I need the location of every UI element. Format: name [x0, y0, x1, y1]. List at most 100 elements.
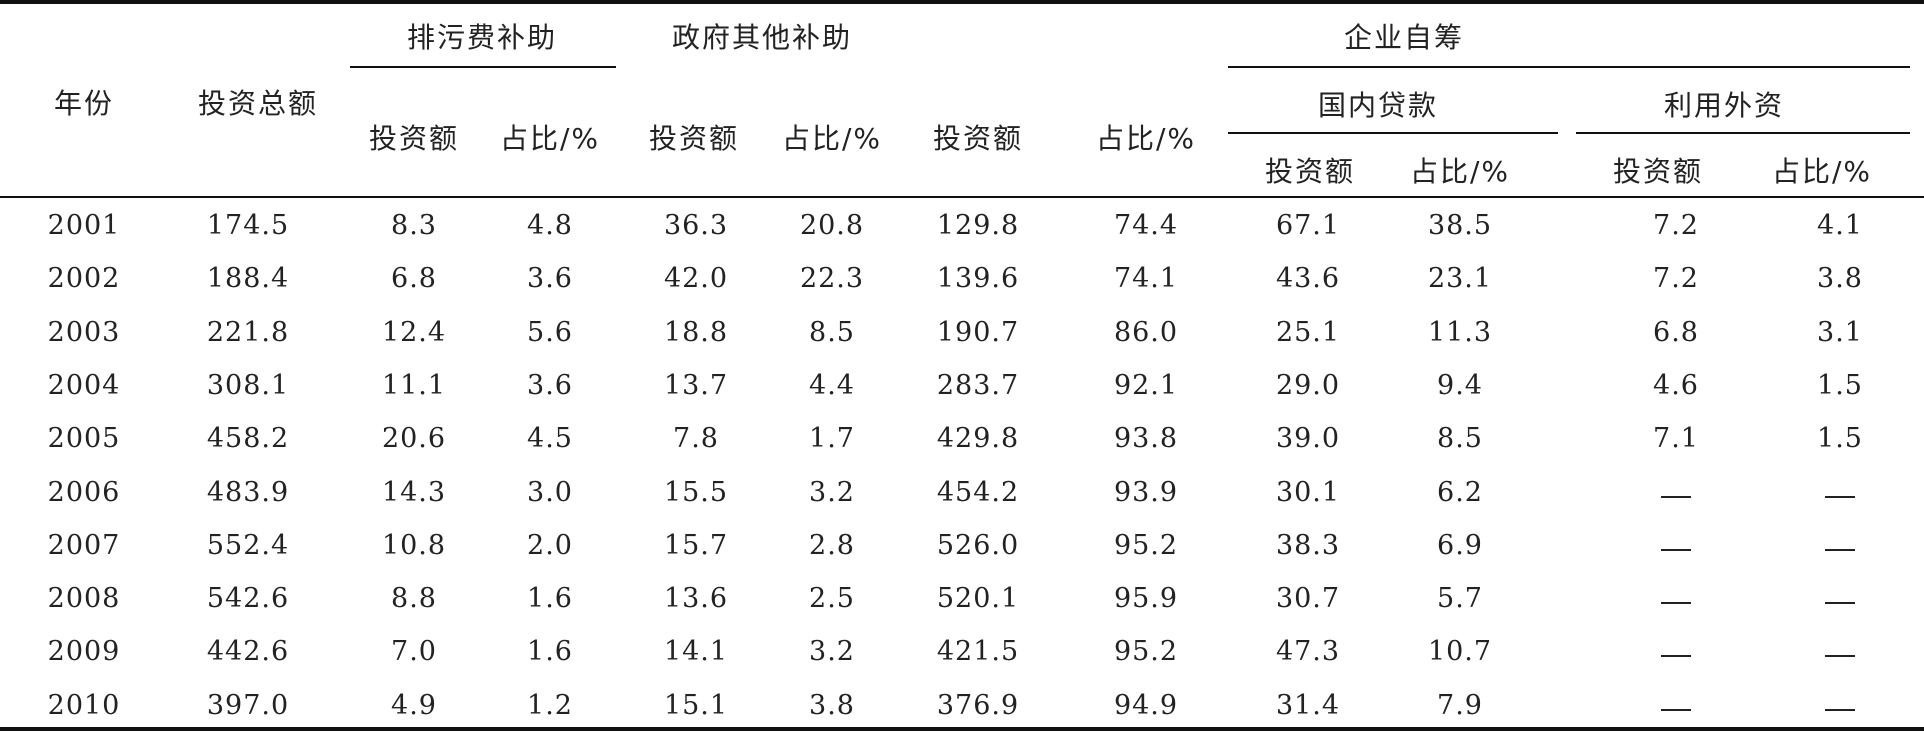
header-fc-amount: 投资额 [1612, 155, 1704, 188]
cell-sf_amt: 14.3 [381, 476, 447, 508]
cell-go_amt: 15.5 [663, 476, 729, 508]
cell-en_amt: 526.0 [936, 529, 1020, 561]
cell-dash-fc_pct [1825, 708, 1855, 711]
cell-go_amt: 13.6 [663, 583, 729, 615]
cell-en_amt: 129.8 [936, 210, 1020, 241]
domestic-loans-group-rule [1228, 132, 1558, 134]
cell-dash-fc_amt [1661, 708, 1691, 711]
cell-en_amt: 376.9 [936, 689, 1020, 721]
header-en-amount: 投资额 [932, 122, 1024, 155]
cell-year: 2002 [47, 263, 121, 295]
cell-en_pct: 95.9 [1113, 583, 1179, 615]
cell-sf_amt: 8.8 [391, 583, 437, 615]
cell-go_pct: 22.3 [799, 263, 865, 295]
cell-dl_pct: 38.5 [1427, 210, 1493, 241]
cell-fc_pct: 1.5 [1817, 423, 1863, 455]
cell-go_pct: 3.2 [809, 636, 855, 668]
cell-dl_amt: 30.7 [1275, 583, 1341, 615]
cell-en_pct: 93.9 [1113, 476, 1179, 508]
cell-sf_pct: 1.6 [527, 636, 573, 668]
cell-sf_pct: 4.8 [527, 210, 573, 241]
cell-year: 2008 [47, 583, 121, 615]
cell-go_pct: 2.5 [809, 583, 855, 615]
cell-dash-fc_pct [1825, 602, 1855, 605]
cell-sf_amt: 6.8 [391, 263, 437, 295]
cell-total: 308.1 [206, 369, 290, 401]
enterprise-group-rule [1228, 66, 1910, 68]
cell-fc_pct: 4.1 [1817, 210, 1863, 241]
foreign-capital-group-rule [1576, 132, 1910, 134]
cell-dl_pct: 7.9 [1437, 689, 1483, 721]
cell-go_pct: 20.8 [799, 210, 865, 241]
cell-total: 174.5 [206, 210, 290, 241]
cell-total: 552.4 [206, 529, 290, 561]
cell-dl_amt: 43.6 [1275, 263, 1341, 295]
cell-dl_pct: 8.5 [1437, 423, 1483, 455]
cell-en_pct: 93.8 [1113, 423, 1179, 455]
cell-dl_amt: 30.1 [1275, 476, 1341, 508]
cell-fc_amt: 7.1 [1653, 423, 1699, 455]
cell-year: 2001 [47, 210, 121, 241]
cell-go_pct: 8.5 [809, 316, 855, 348]
cell-sf_amt: 7.0 [391, 636, 437, 668]
cell-en_amt: 520.1 [936, 583, 1020, 615]
cell-dl_amt: 31.4 [1275, 689, 1341, 721]
cell-en_amt: 454.2 [936, 476, 1020, 508]
cell-go_amt: 36.3 [663, 210, 729, 241]
cell-sf_amt: 10.8 [381, 529, 447, 561]
header-gov-other: 政府其他补助 [671, 21, 853, 54]
cell-total: 442.6 [206, 636, 290, 668]
sewage-fee-group-rule [350, 66, 616, 68]
cell-go_pct: 4.4 [809, 369, 855, 401]
cell-sf_amt: 4.9 [391, 689, 437, 721]
header-dl-amount: 投资额 [1264, 155, 1356, 188]
cell-en_pct: 92.1 [1113, 369, 1179, 401]
cell-dl_pct: 10.7 [1427, 636, 1493, 668]
cell-go_amt: 42.0 [663, 263, 729, 295]
header-year: 年份 [53, 87, 115, 120]
cell-dl_amt: 39.0 [1275, 423, 1341, 455]
bottom-rule [0, 727, 1924, 731]
cell-dl_pct: 6.2 [1437, 476, 1483, 508]
header-sewage-fee: 排污费补助 [406, 21, 558, 54]
top-rule [0, 0, 1924, 4]
cell-en_amt: 429.8 [936, 423, 1020, 455]
cell-year: 2010 [47, 689, 121, 721]
header-domestic-loans: 国内贷款 [1317, 89, 1439, 122]
cell-dl_amt: 67.1 [1275, 210, 1341, 241]
cell-year: 2006 [47, 476, 121, 508]
header-total: 投资总额 [197, 87, 319, 120]
cell-en_pct: 95.2 [1113, 636, 1179, 668]
cell-total: 483.9 [206, 476, 290, 508]
cell-year: 2009 [47, 636, 121, 668]
cell-dash-fc_pct [1825, 495, 1855, 498]
cell-dash-fc_amt [1661, 548, 1691, 551]
cell-sf_amt: 11.1 [381, 369, 447, 401]
cell-go_amt: 18.8 [663, 316, 729, 348]
header-enterprise: 企业自筹 [1343, 21, 1465, 54]
cell-sf_pct: 5.6 [527, 316, 573, 348]
cell-go_pct: 1.7 [809, 423, 855, 455]
cell-dl_amt: 38.3 [1275, 529, 1341, 561]
cell-dash-fc_amt [1661, 655, 1691, 658]
cell-total: 221.8 [206, 316, 290, 348]
header-foreign-capital: 利用外资 [1663, 89, 1785, 122]
cell-dash-fc_amt [1661, 495, 1691, 498]
cell-en_amt: 421.5 [936, 636, 1020, 668]
cell-en_pct: 86.0 [1113, 316, 1179, 348]
cell-go_pct: 2.8 [809, 529, 855, 561]
cell-fc_pct: 3.8 [1817, 263, 1863, 295]
header-go-amount: 投资额 [648, 122, 740, 155]
cell-year: 2007 [47, 529, 121, 561]
header-dl-share: 占比/% [1409, 155, 1511, 188]
cell-sf_amt: 20.6 [381, 423, 447, 455]
cell-go_amt: 15.7 [663, 529, 729, 561]
cell-sf_pct: 3.6 [527, 263, 573, 295]
cell-sf_amt: 8.3 [391, 210, 437, 241]
header-go-share: 占比/% [781, 122, 883, 155]
cell-sf_amt: 12.4 [381, 316, 447, 348]
header-en-share: 占比/% [1095, 122, 1197, 155]
cell-en_amt: 283.7 [936, 369, 1020, 401]
cell-sf_pct: 1.6 [527, 583, 573, 615]
cell-total: 458.2 [206, 423, 290, 455]
